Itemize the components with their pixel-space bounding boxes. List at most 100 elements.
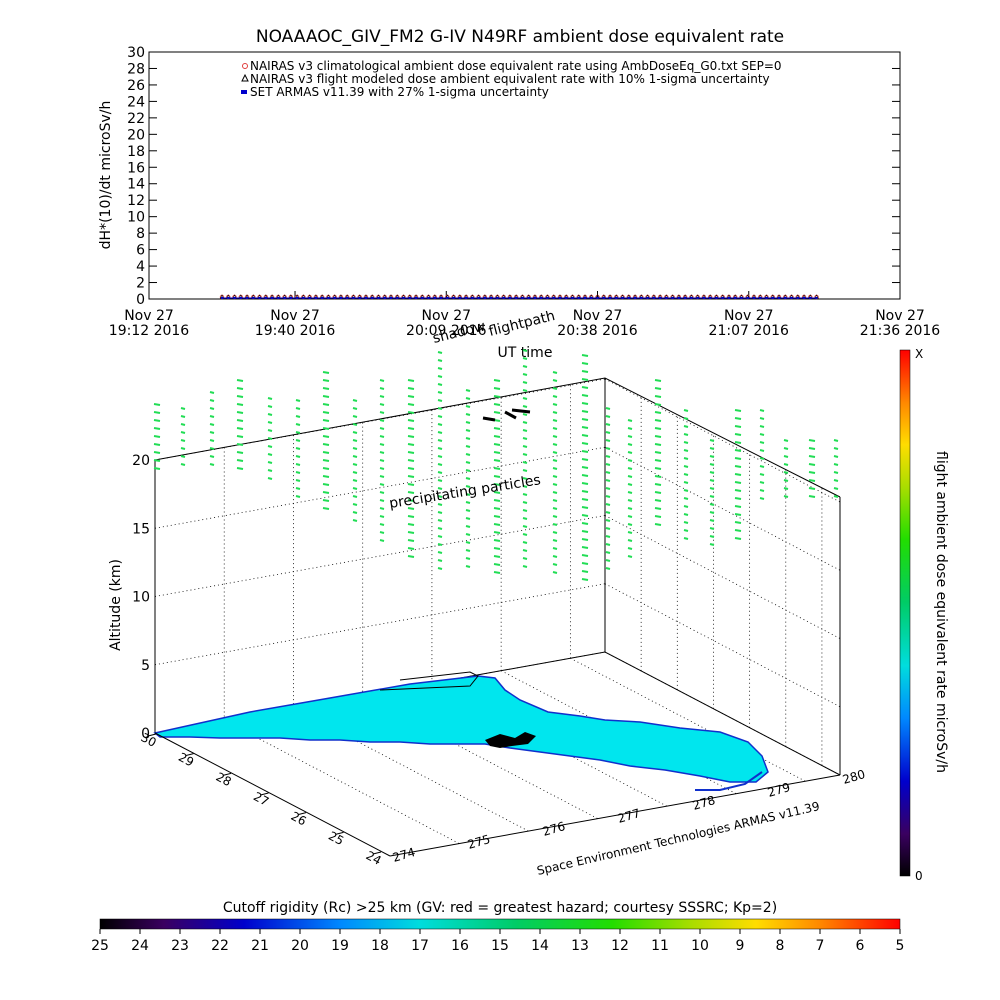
particle-dash: [734, 505, 742, 508]
particle-dash: [465, 501, 471, 504]
particle-dash: [267, 429, 273, 432]
particle-dash: [522, 437, 528, 440]
series-point: [289, 297, 292, 299]
dose-colorbar: [899, 349, 911, 877]
series-point: [371, 297, 374, 299]
florida-landmass: [153, 675, 769, 783]
timeseries-x-label: UT time: [498, 345, 553, 361]
particle-dash: [581, 386, 589, 389]
particle-dash: [407, 395, 415, 398]
series-point: [458, 297, 461, 299]
particle-dash: [552, 387, 558, 390]
particle-dash: [465, 533, 471, 536]
particle-dash: [295, 407, 301, 410]
particle-dash: [581, 434, 589, 437]
longitude-tick-label: 276: [541, 819, 567, 839]
particle-dash: [379, 435, 385, 438]
particle-dash: [180, 407, 186, 410]
particle-dash: [379, 515, 385, 518]
latitude-axis-line: [154, 732, 391, 857]
particle-dash: [352, 511, 358, 514]
series-point: [696, 297, 699, 299]
particle-dash: [180, 463, 186, 466]
particle-dash: [407, 467, 415, 470]
series-point: [308, 297, 311, 299]
particle-dash: [153, 435, 161, 438]
particle-dash: [465, 405, 471, 408]
particle-dash: [437, 543, 443, 546]
particle-dash: [581, 482, 589, 485]
latitude-tick-label: 24: [364, 848, 384, 868]
particle-dash: [352, 487, 358, 490]
particle-dash: [465, 469, 471, 472]
particle-dash: [209, 407, 215, 410]
particle-dash: [783, 455, 789, 458]
particle-dash: [605, 519, 611, 522]
particle-dash: [522, 389, 528, 392]
particle-dash: [759, 425, 765, 428]
particle-dash: [759, 473, 765, 476]
particle-dash: [437, 383, 443, 386]
particle-dash: [759, 497, 765, 500]
particle-dash: [581, 554, 589, 557]
particle-dash: [552, 459, 558, 462]
particle-dash: [683, 521, 689, 524]
particle-dash: [552, 515, 558, 518]
particle-dash: [379, 451, 385, 454]
series-point: [246, 297, 249, 299]
particle-dash: [295, 439, 301, 442]
airport-marker: [485, 732, 536, 748]
particle-dash: [683, 457, 689, 460]
particle-dash: [581, 522, 589, 525]
particle-dash: [379, 419, 385, 422]
particle-dash: [209, 423, 215, 426]
series-point: [408, 297, 411, 299]
particle-dash: [493, 555, 501, 558]
particle-dash: [552, 403, 558, 406]
particle-dash: [683, 505, 689, 508]
particle-dash: [322, 475, 330, 478]
particle-dash: [833, 455, 839, 458]
particle-dash: [654, 451, 662, 454]
longitude-axis: 274 275 276 277 278 279 280: [389, 767, 867, 865]
particle-dash: [808, 495, 816, 498]
particle-dash: [683, 465, 689, 468]
series-point: [496, 297, 499, 299]
series-point: [790, 297, 793, 299]
particle-dash: [627, 451, 633, 454]
legend-marker: [242, 63, 248, 69]
particle-dash: [581, 538, 589, 541]
particle-dash: [605, 503, 611, 506]
particle-dash: [734, 497, 742, 500]
particle-dash: [552, 395, 558, 398]
series-point: [609, 297, 612, 299]
y-tick-label: 22: [127, 111, 145, 127]
series-point: [264, 297, 267, 299]
series-point: [471, 297, 474, 299]
altitude-tick-label: 10: [132, 590, 150, 606]
latitude-tick-mark: [260, 792, 269, 796]
particle-dash: [407, 507, 415, 510]
particle-dash: [709, 471, 715, 474]
series-point: [752, 297, 755, 299]
series-point: [533, 297, 536, 299]
particle-dash: [352, 439, 358, 442]
particle-dash: [581, 402, 589, 405]
particle-dash: [759, 489, 765, 492]
latitude-axis: 30 29 28 27 26 25 24: [139, 730, 391, 868]
series-point: [389, 297, 392, 299]
series-point: [746, 297, 749, 299]
particle-dash: [236, 395, 244, 398]
series-point: [490, 297, 493, 299]
particle-dash: [654, 443, 662, 446]
particle-dash: [522, 477, 528, 480]
particle-dash: [493, 411, 501, 414]
particle-dash: [153, 443, 161, 446]
particle-dash: [709, 527, 715, 530]
particle-dash: [522, 461, 528, 464]
series-point: [809, 297, 812, 299]
particle-dash: [522, 557, 528, 560]
particle-dash: [322, 483, 330, 486]
latitude-tick-label: 28: [214, 770, 234, 790]
series-point: [558, 297, 561, 299]
